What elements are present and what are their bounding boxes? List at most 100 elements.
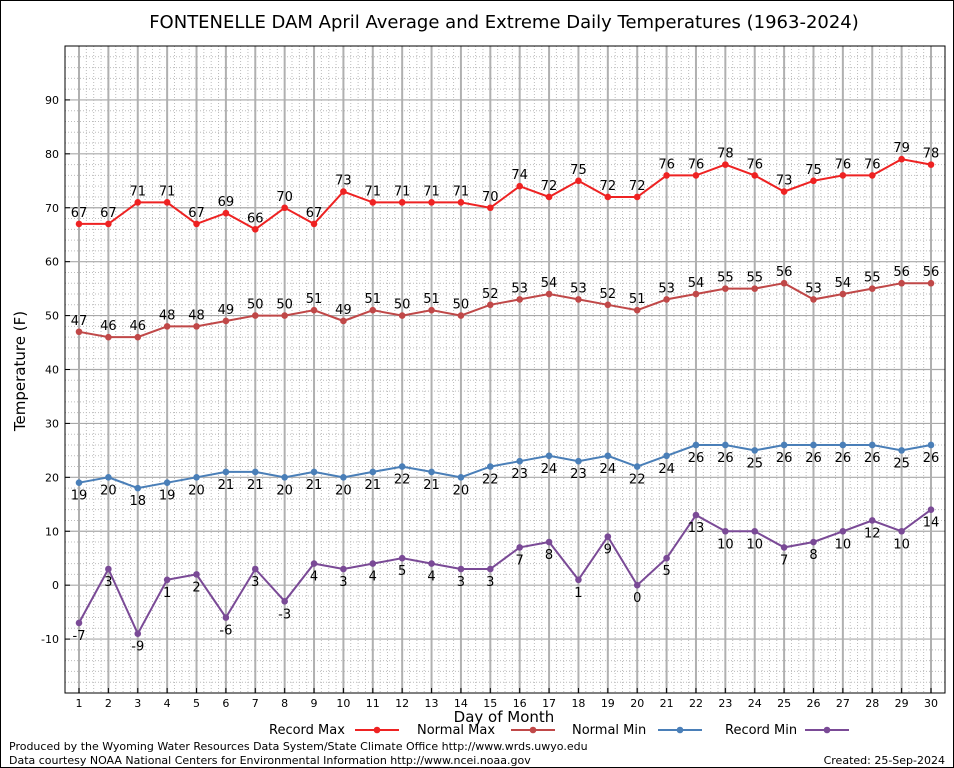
normal-max-point — [369, 306, 377, 314]
normal-min-point — [193, 474, 200, 481]
record-max-point — [134, 199, 142, 206]
normal-max-point — [163, 323, 171, 330]
y-tick-label: 30 — [45, 417, 59, 430]
legend: Record Max Normal Max Normal Min Record Min — [269, 723, 849, 738]
record-min-point — [692, 511, 700, 519]
normal-min-data-label: 19 — [159, 489, 176, 504]
normal-max-data-label: 51 — [306, 292, 323, 307]
normal-min-data-label: 21 — [247, 478, 264, 493]
grid-lines — [65, 46, 945, 693]
record-max-data-label: 71 — [159, 184, 176, 199]
record-min-point — [780, 544, 788, 551]
normal-min-data-label: 25 — [746, 456, 763, 471]
record-max-data-label: 73 — [776, 174, 793, 189]
record-min-data-label: 9 — [604, 543, 612, 558]
normal-max-data-label: 55 — [864, 271, 881, 286]
record-min-data-label: 3 — [104, 575, 112, 590]
normal-min-data-label: 24 — [658, 462, 675, 477]
record-max-data-label: 71 — [394, 184, 411, 199]
record-min-data-label: 13 — [688, 521, 705, 536]
x-tick-label: 22 — [689, 697, 703, 710]
record-max-data-label: 67 — [100, 206, 117, 221]
normal-max-data-label: 50 — [453, 298, 470, 313]
record-min-point — [927, 506, 935, 513]
record-min-data-label: 4 — [427, 570, 435, 585]
normal-max-point — [281, 312, 288, 319]
x-tick-label: 7 — [252, 697, 259, 710]
normal-max-point — [663, 296, 670, 303]
x-tick-label: 20 — [630, 697, 644, 710]
normal-min-data-label: 20 — [188, 483, 205, 498]
record-min-data-label: -7 — [73, 629, 86, 644]
normal-min-point — [134, 484, 142, 492]
normal-max-data-label: 55 — [746, 271, 763, 286]
normal-max-data-label: 53 — [658, 281, 675, 296]
normal-max-data-label: 46 — [100, 319, 117, 334]
record-max-data-label: 76 — [746, 157, 763, 172]
footer-created-date: Created: 25-Sep-2024 — [824, 754, 945, 767]
legend-marker-swatch — [676, 726, 684, 734]
record-max-point — [927, 161, 935, 168]
record-min-point — [633, 581, 641, 589]
normal-min-point — [163, 479, 171, 487]
record-max-data-label: 67 — [306, 206, 323, 221]
record-min-data-label: 2 — [192, 580, 200, 595]
record-min-point — [193, 571, 200, 578]
normal-min-point — [398, 463, 406, 470]
x-tick-label: 6 — [222, 697, 229, 710]
record-min-point — [398, 554, 406, 562]
normal-min-data-label: 25 — [893, 456, 910, 471]
record-min-data-label: 4 — [369, 570, 377, 585]
record-min-point — [105, 565, 112, 573]
legend-item-normal-max: Normal Max — [417, 723, 555, 738]
record-min-point — [516, 544, 523, 551]
normal-min-point — [516, 457, 523, 465]
legend-label: Record Max — [269, 723, 345, 738]
normal-min-point — [898, 447, 905, 454]
record-max-point — [340, 188, 347, 195]
record-max-point — [75, 220, 83, 228]
normal-max-point — [868, 285, 876, 292]
x-tick-label: 1 — [76, 697, 83, 710]
footer-produced-by: Produced by the Wyoming Water Resources … — [9, 740, 588, 753]
normal-min-point — [487, 463, 494, 470]
normal-min-data-label: 19 — [71, 489, 88, 504]
normal-min-data-label: 26 — [717, 451, 734, 466]
record-min-point — [369, 560, 377, 567]
record-max-point — [692, 172, 700, 179]
record-max-data-label: 73 — [335, 174, 352, 189]
record-min-data-label: 10 — [835, 537, 852, 552]
record-min-point — [134, 630, 142, 637]
chart-title: FONTENELLE DAM April Average and Extreme… — [149, 12, 859, 33]
normal-min-data-label: 26 — [835, 451, 852, 466]
record-max-data-label: 67 — [188, 206, 205, 221]
normal-max-point — [457, 312, 465, 319]
record-max-point — [780, 188, 788, 195]
record-max-point — [868, 172, 876, 179]
record-max-point — [398, 199, 406, 206]
record-min-data-label: 8 — [545, 548, 553, 563]
x-tick-label: 2 — [105, 697, 112, 710]
record-min-data-label: 5 — [398, 564, 406, 579]
x-tick-label: 30 — [924, 697, 938, 710]
record-min-point — [310, 560, 318, 567]
record-min-point — [428, 560, 435, 567]
normal-max-data-label: 52 — [482, 287, 499, 302]
normal-min-point — [633, 463, 641, 470]
record-max-point — [193, 220, 200, 228]
normal-max-point — [633, 306, 641, 314]
normal-max-data-label: 48 — [188, 308, 205, 323]
record-max-point — [369, 199, 377, 206]
normal-max-point — [780, 279, 788, 287]
normal-max-data-label: 53 — [511, 281, 528, 296]
normal-min-point — [369, 468, 377, 476]
normal-max-line — [78, 282, 931, 339]
record-max-point — [839, 172, 847, 179]
record-max-data-label: 71 — [423, 184, 440, 199]
normal-max-data-label: 51 — [365, 292, 382, 307]
normal-min-point — [692, 441, 700, 449]
normal-max-point — [222, 317, 230, 325]
normal-max-data-label: 50 — [247, 298, 264, 313]
record-min-data-label: 7 — [780, 553, 788, 568]
